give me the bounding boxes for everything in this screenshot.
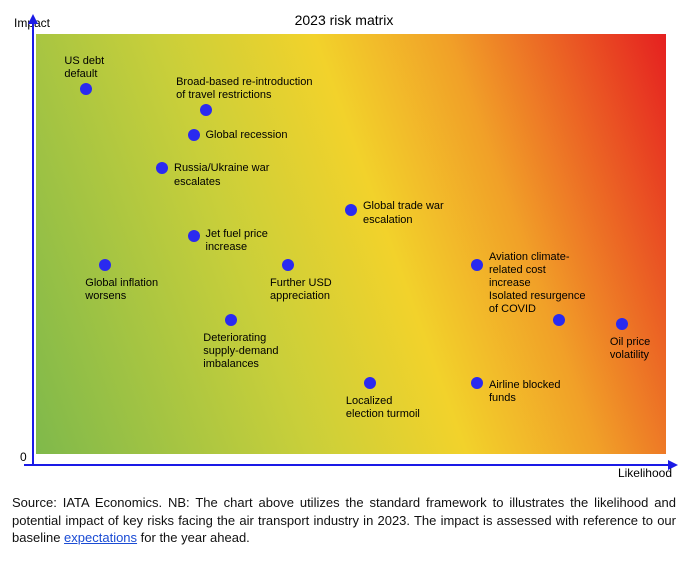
x-axis-label: Likelihood <box>618 466 672 480</box>
risk-label-localized-election: Localized election turmoil <box>346 395 420 421</box>
risk-label-isolated-covid: Isolated resurgence of COVID <box>489 290 586 316</box>
risk-point-oil-price-volatility <box>616 318 628 330</box>
risk-label-global-trade-war: Global trade war escalation <box>363 200 444 226</box>
risk-point-jet-fuel <box>188 230 200 242</box>
y-axis-arrow <box>28 14 38 24</box>
risk-label-supply-demand: Deteriorating supply-demand imbalances <box>203 332 278 372</box>
risk-point-us-debt-default <box>80 83 92 95</box>
risk-point-global-trade-war <box>345 204 357 216</box>
plot-area: US debt default Broad-based re-introducti… <box>36 34 666 454</box>
risk-point-supply-demand <box>225 314 237 326</box>
x-axis-line <box>24 464 672 466</box>
risk-label-travel-restrictions: Broad-based re-introduction of travel re… <box>176 76 312 102</box>
risk-point-localized-election <box>364 377 376 389</box>
risk-point-usd-appreciation <box>282 259 294 271</box>
risk-label-oil-price-volatility: Oil price volatility <box>610 336 650 362</box>
origin-label: 0 <box>20 450 27 464</box>
risk-label-us-debt-default: US debt default <box>64 55 104 81</box>
risk-label-global-recession: Global recession <box>206 129 288 142</box>
risk-point-aviation-climate-cost <box>471 259 483 271</box>
risk-point-global-recession <box>188 129 200 141</box>
caption-suffix: for the year ahead. <box>137 530 250 545</box>
risk-label-airline-blocked-funds: Airline blocked funds <box>489 379 561 405</box>
risk-point-russia-ukraine <box>156 162 168 174</box>
chart-title: 2023 risk matrix <box>12 8 676 30</box>
chart-caption: Source: IATA Economics. NB: The chart ab… <box>12 494 676 547</box>
risk-label-jet-fuel: Jet fuel price increase <box>206 228 268 254</box>
plot-background <box>36 34 666 454</box>
y-axis-line <box>32 20 34 466</box>
expectations-link[interactable]: expectations <box>64 530 137 545</box>
risk-point-global-inflation <box>99 259 111 271</box>
risk-point-travel-restrictions <box>200 104 212 116</box>
risk-label-russia-ukraine: Russia/Ukraine war escalates <box>174 162 269 188</box>
risk-point-airline-blocked-funds <box>471 377 483 389</box>
risk-matrix-chart: 2023 risk matrix Impact US debt defaultB… <box>12 8 676 488</box>
risk-label-global-inflation: Global inflation worsens <box>85 277 158 303</box>
risk-label-aviation-climate-cost: Aviation climate- related cost increase <box>489 251 570 291</box>
risk-label-usd-appreciation: Further USD appreciation <box>270 277 332 303</box>
